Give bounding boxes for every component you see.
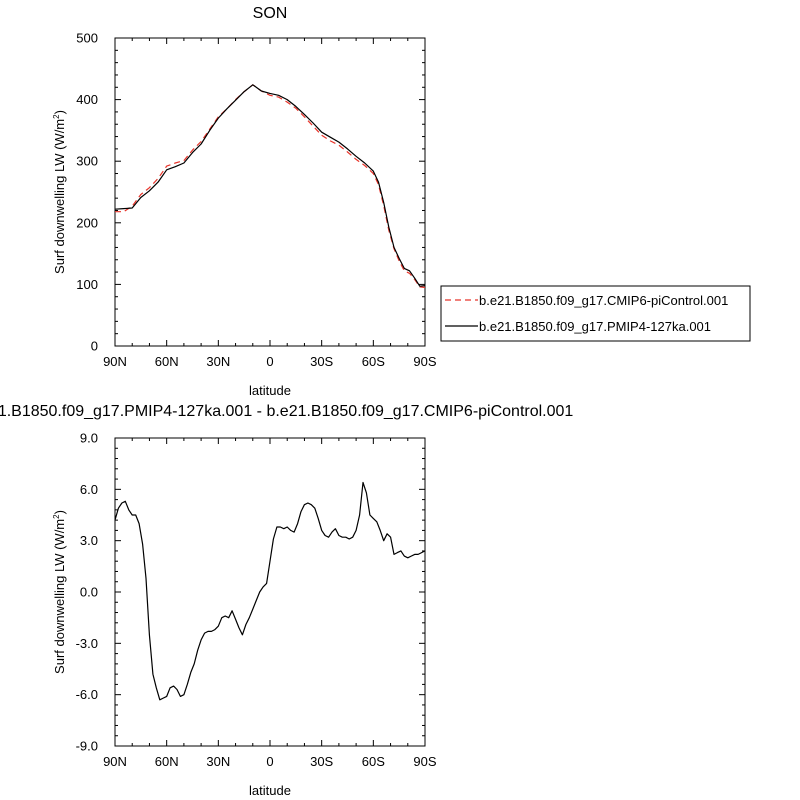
y-axis-label-end: ): [52, 110, 67, 114]
plot-frame: [114, 437, 426, 747]
plot-frame: [114, 37, 426, 347]
x-tick-label: 60S: [362, 754, 385, 769]
series-line-0: [114, 481, 426, 701]
x-tick-label: 60S: [362, 354, 385, 369]
y-tick-label: 200: [76, 215, 98, 230]
legend-box: [440, 285, 751, 342]
series-line-0: [115, 84, 426, 289]
legend-label-0: b.e21.B1850.f09_g17.CMIP6-piControl.001: [479, 293, 728, 308]
chart-title: SON: [253, 5, 288, 22]
x-tick-label: 90N: [103, 754, 127, 769]
x-tick-label: 90S: [413, 354, 436, 369]
y-axis-label-main: Surf downwelling LW (W/m: [52, 119, 67, 274]
x-tick-label: 0: [266, 354, 273, 369]
y-tick-label: -3.0: [76, 636, 98, 651]
x-tick-label: 30S: [310, 354, 333, 369]
y-tick-label: 0.0: [80, 585, 98, 600]
y-tick-label: 400: [76, 92, 98, 107]
y-tick-label: 500: [76, 31, 98, 46]
y-tick-label: -6.0: [76, 687, 98, 702]
x-axis-label: latitude: [249, 783, 291, 798]
y-tick-label: 300: [76, 154, 98, 169]
chart-title: b.e21.B1850.f09_g17.PMIP4-127ka.001 - b.…: [0, 403, 573, 420]
y-tick-label: 0: [91, 339, 98, 354]
y-axis-label-end: ): [52, 510, 67, 514]
x-tick-label: 60N: [155, 354, 179, 369]
x-axis-label: latitude: [249, 383, 291, 398]
y-tick-label: 9.0: [80, 431, 98, 446]
y-axis-label: Surf downwelling LW (W/m2): [52, 510, 67, 674]
series-line-1: [114, 84, 426, 287]
y-tick-label: 3.0: [80, 533, 98, 548]
x-tick-label: 90N: [103, 354, 127, 369]
y-axis-label: Surf downwelling LW (W/m2): [52, 110, 67, 274]
legend-label-1: b.e21.B1850.f09_g17.PMIP4-127ka.001: [479, 319, 711, 334]
x-tick-label: 30N: [206, 754, 230, 769]
y-tick-label: 100: [76, 277, 98, 292]
x-tick-label: 60N: [155, 754, 179, 769]
x-tick-label: 0: [266, 754, 273, 769]
top-panel: SON 90N 60N 30N 0 30S 60S 90S 0 100 200 300 400 500 la…: [52, 5, 437, 398]
y-tick-label: -9.0: [76, 739, 98, 754]
y-axis-label-main: Surf downwelling LW (W/m: [52, 519, 67, 674]
x-tick-label: 30N: [206, 354, 230, 369]
x-tick-label: 30S: [310, 754, 333, 769]
bottom-panel: b.e21.B1850.f09_g17.PMIP4-127ka.001 - b.…: [0, 403, 573, 798]
y-axis-label-superscript: 2: [52, 514, 61, 519]
legend: b.e21.B1850.f09_g17.CMIP6-piControl.001b…: [440, 285, 751, 342]
x-tick-label: 90S: [413, 754, 436, 769]
y-tick-label: 6.0: [80, 482, 98, 497]
y-axis-label-superscript: 2: [52, 114, 61, 119]
